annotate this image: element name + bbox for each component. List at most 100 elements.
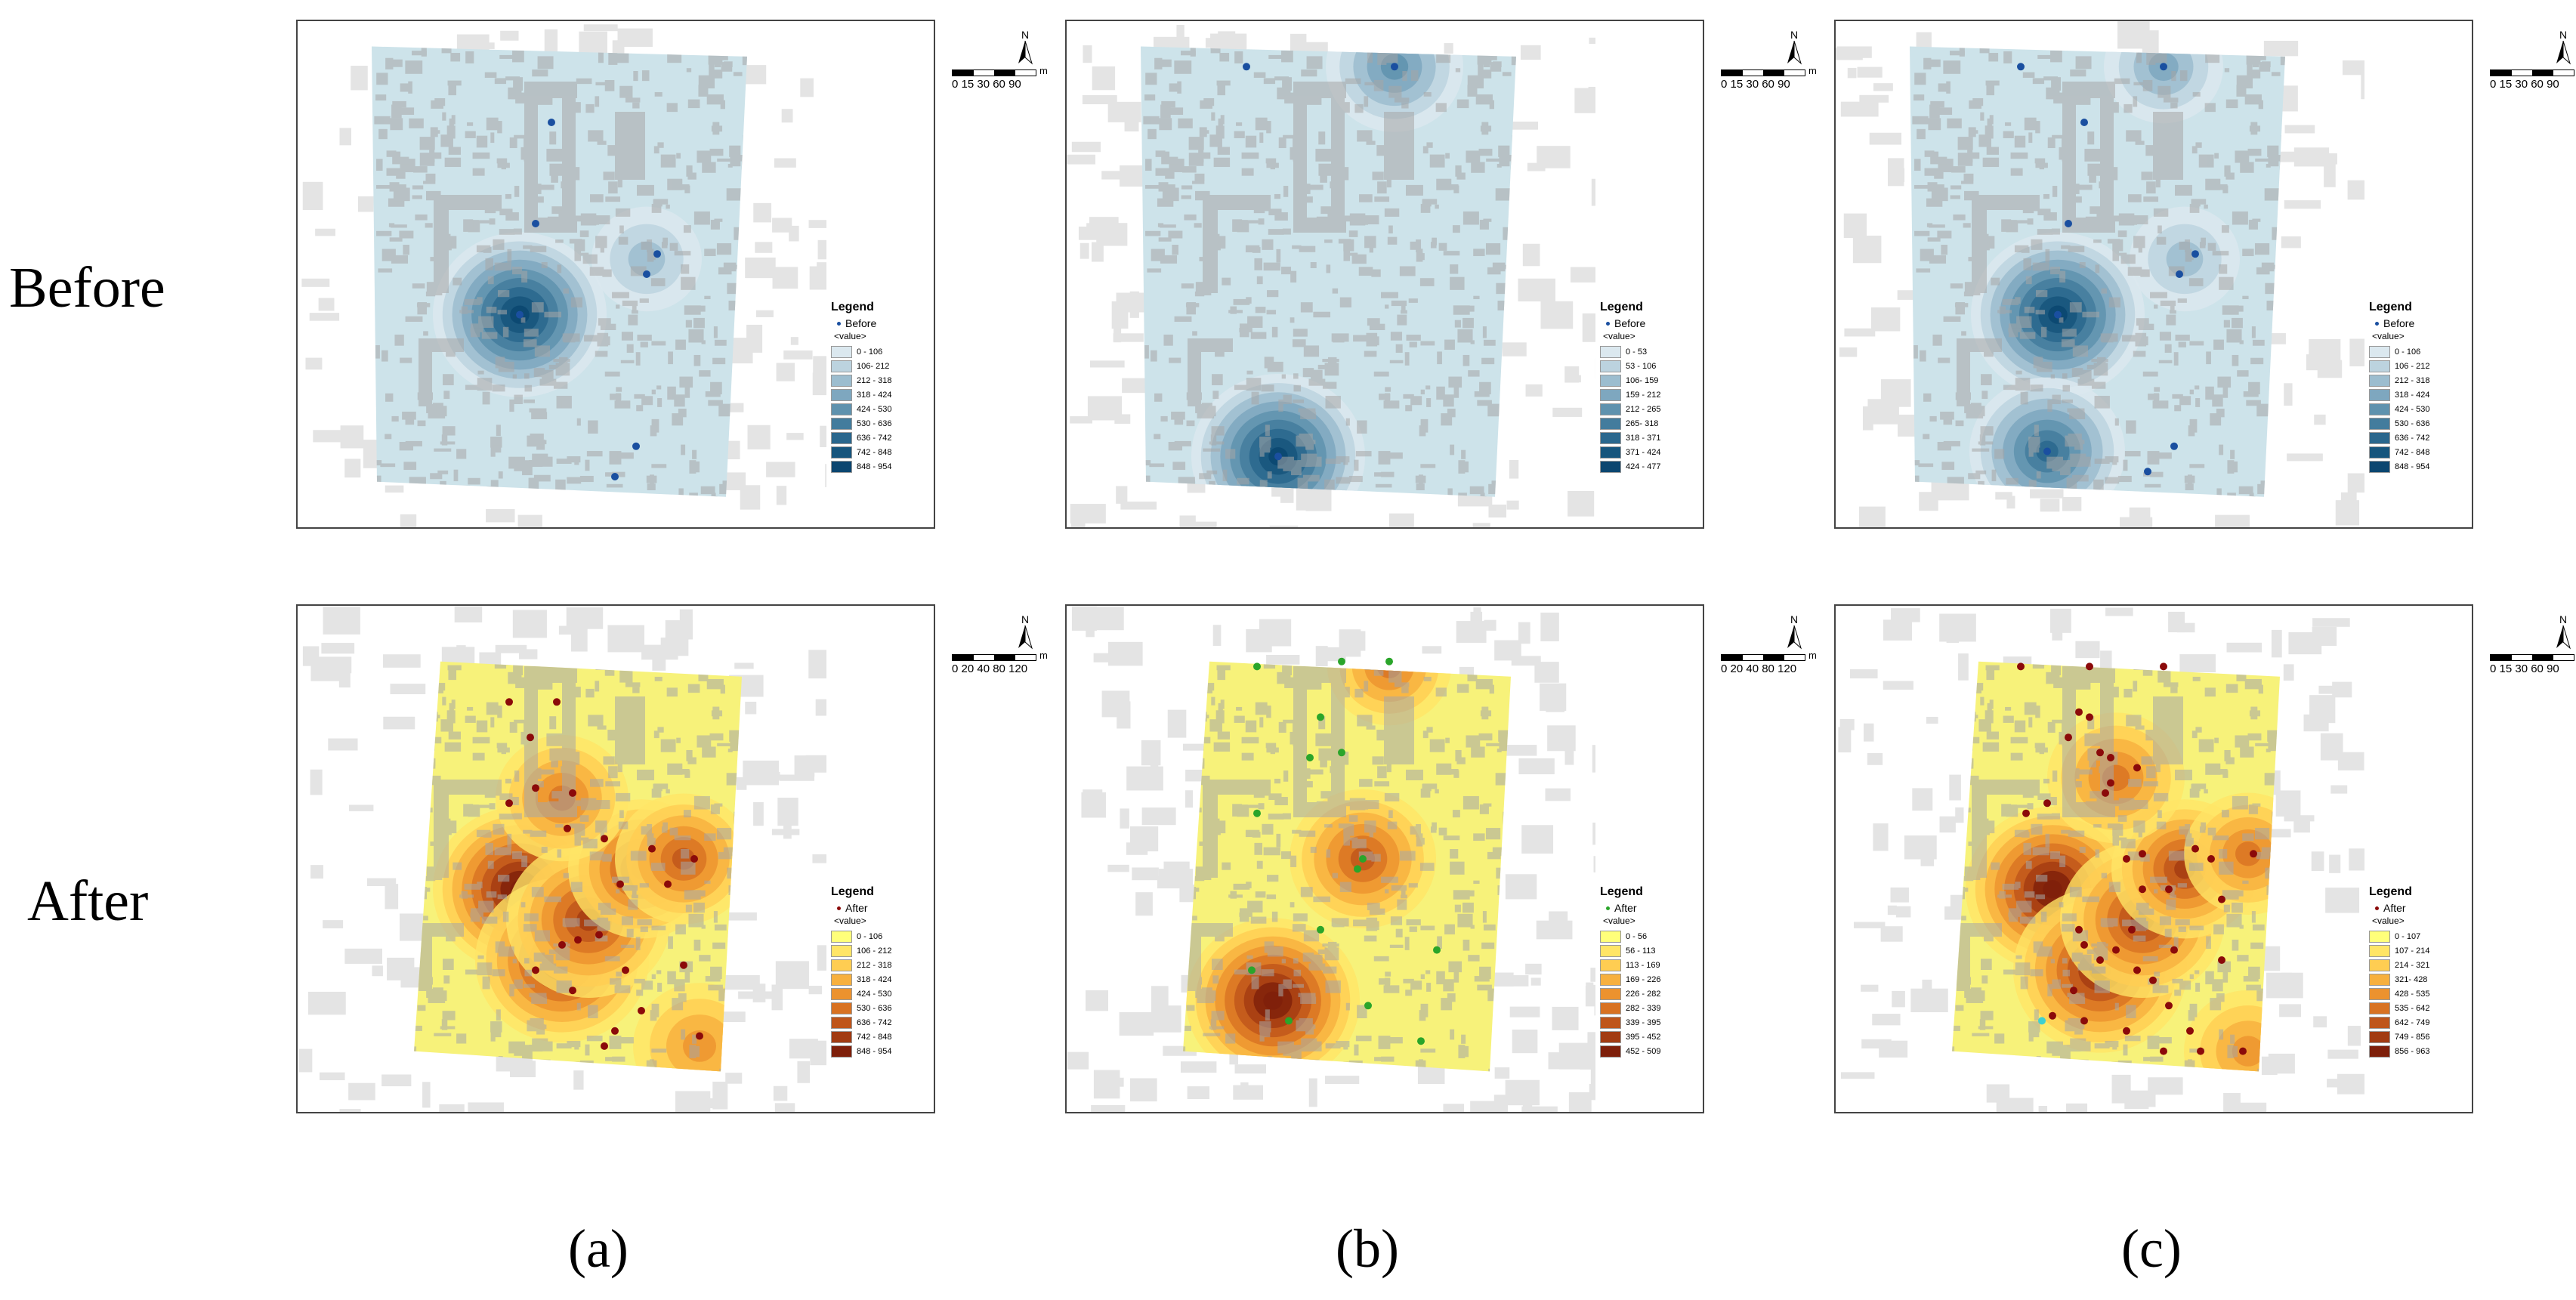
buildings	[1143, 48, 1516, 497]
legend-swatch	[1600, 374, 1621, 387]
column-label-c: (c)	[2121, 1218, 2182, 1279]
map-canvas	[1836, 21, 2364, 527]
north-arrow-icon: N	[2552, 613, 2574, 651]
legend-class: 395 - 452	[1600, 1030, 1698, 1044]
scale-labels: 0 20 40 80 120	[1721, 662, 1797, 675]
legend-class: 106- 212	[831, 359, 929, 373]
legend-swatch	[831, 1016, 852, 1029]
legend-class: 636 - 742	[2369, 431, 2467, 445]
sample-point	[2080, 119, 2088, 126]
legend-class-label: 636 - 742	[2395, 433, 2430, 443]
legend-swatch	[831, 973, 852, 986]
sample-point	[2043, 799, 2051, 807]
legend-class: 159 - 212	[1600, 388, 1698, 402]
legend-class-label: 530 - 636	[2395, 418, 2430, 428]
legend-class-label: 535 - 642	[2395, 1003, 2430, 1013]
legend-swatch	[2369, 345, 2390, 358]
sample-point	[696, 1032, 703, 1040]
legend-class-label: 318 - 424	[857, 974, 892, 984]
map-panel-a-after: Legend After <value> 0 - 106 106 - 212 212 - …	[296, 604, 935, 1113]
legend-swatch	[831, 987, 852, 1000]
sample-point	[2133, 966, 2141, 974]
legend-series: Before	[2375, 317, 2467, 329]
sample-point	[653, 250, 661, 258]
legend-class-label: 530 - 636	[857, 418, 892, 428]
sample-point	[2070, 987, 2077, 995]
sample-point	[2022, 809, 2030, 817]
outer-buildings	[1067, 24, 1595, 527]
legend-class: 642 - 749	[2369, 1015, 2467, 1030]
sample-point	[2096, 956, 2104, 964]
legend-swatch	[1600, 1030, 1621, 1043]
scale-unit: m	[1039, 65, 1048, 76]
legend-class-label: 106- 159	[1626, 375, 1659, 385]
sample-point	[2049, 1011, 2056, 1020]
legend-class-label: 856 - 963	[2395, 1046, 2430, 1056]
legend-swatch	[831, 944, 852, 957]
map-panel-c-after: Legend After <value> 0 - 107 107 - 214 214 - …	[1834, 604, 2473, 1113]
sample-point	[1364, 1002, 1372, 1010]
sample-point	[564, 824, 571, 832]
sample-point	[2107, 754, 2114, 761]
legend-class: 0 - 106	[831, 344, 929, 359]
legend: Legend Before <value> 0 - 106 106- 212 212 - …	[831, 301, 929, 474]
legend-swatch	[831, 388, 852, 401]
north-label: N	[1790, 613, 1799, 625]
sample-point	[2160, 662, 2167, 671]
legend-dot-icon	[2375, 906, 2379, 910]
legend-class-label: 371 - 424	[1626, 447, 1661, 457]
legend-class: 0 - 106	[2369, 344, 2467, 359]
scale-bar: m 0 15 30 60 90	[952, 65, 1048, 91]
scale-labels: 0 20 40 80 120	[952, 662, 1028, 675]
map-canvas	[1067, 24, 1595, 527]
legend-swatch	[831, 431, 852, 444]
legend-class: 318 - 371	[1600, 431, 1698, 445]
legend-class-label: 318 - 424	[2395, 390, 2430, 400]
legend-class-label: 282 - 339	[1626, 1003, 1661, 1013]
legend-class-label: 428 - 535	[2395, 989, 2430, 999]
legend-class: 0 - 106	[831, 929, 929, 943]
north-arrow-icon: N	[1783, 613, 1805, 651]
legend-swatch	[2369, 374, 2390, 387]
sample-point	[1253, 662, 1261, 671]
scale-bar: m 0 20 40 80 120	[1721, 650, 1817, 675]
legend-series: After	[837, 902, 929, 914]
sample-point	[595, 931, 603, 939]
legend-swatch	[1600, 944, 1621, 957]
legend-field: <value>	[2372, 331, 2405, 341]
scale-labels: 0 15 30 60 90	[2490, 78, 2559, 91]
legend-class-label: 848 - 954	[857, 462, 892, 471]
legend-swatch	[1600, 1002, 1621, 1014]
sample-points	[1248, 657, 1441, 1045]
legend-class-label: 107 - 214	[2395, 946, 2430, 956]
legend-swatch	[831, 345, 852, 358]
legend-swatch	[2369, 360, 2390, 372]
legend-swatch	[2369, 446, 2390, 459]
legend-swatch	[2369, 944, 2390, 957]
north-label: N	[2559, 29, 2568, 41]
sample-points	[1243, 63, 1398, 461]
legend-class-label: 106 - 212	[2395, 361, 2430, 371]
legend-class-label: 212 - 318	[857, 375, 892, 385]
sample-point	[2186, 1027, 2194, 1035]
sample-point	[2043, 447, 2051, 455]
sample-point	[2160, 1047, 2167, 1055]
sample-point	[643, 270, 650, 278]
legend-series-label: After	[1614, 902, 1637, 914]
legend-title: Legend	[831, 885, 874, 898]
sample-point	[2080, 1017, 2088, 1025]
sample-point	[601, 1042, 608, 1050]
sample-point	[532, 966, 539, 974]
north-label: N	[2559, 613, 2568, 625]
map-panel-c-before: Legend Before <value> 0 - 106 106 - 212 212 -…	[1834, 20, 2473, 529]
legend-swatch	[1600, 973, 1621, 986]
sample-point	[569, 789, 576, 797]
legend-title: Legend	[2369, 301, 2412, 313]
legend-field: <value>	[1603, 916, 1635, 926]
legend: Legend After <value> 0 - 107 107 - 214 214 - …	[2369, 885, 2467, 1058]
legend-class-label: 265- 318	[1626, 418, 1659, 428]
legend-class-label: 424 - 530	[2395, 404, 2430, 414]
north-arrow-icon: N	[1014, 613, 1036, 651]
legend-swatch	[831, 1002, 852, 1014]
legend-swatch	[1600, 1016, 1621, 1029]
